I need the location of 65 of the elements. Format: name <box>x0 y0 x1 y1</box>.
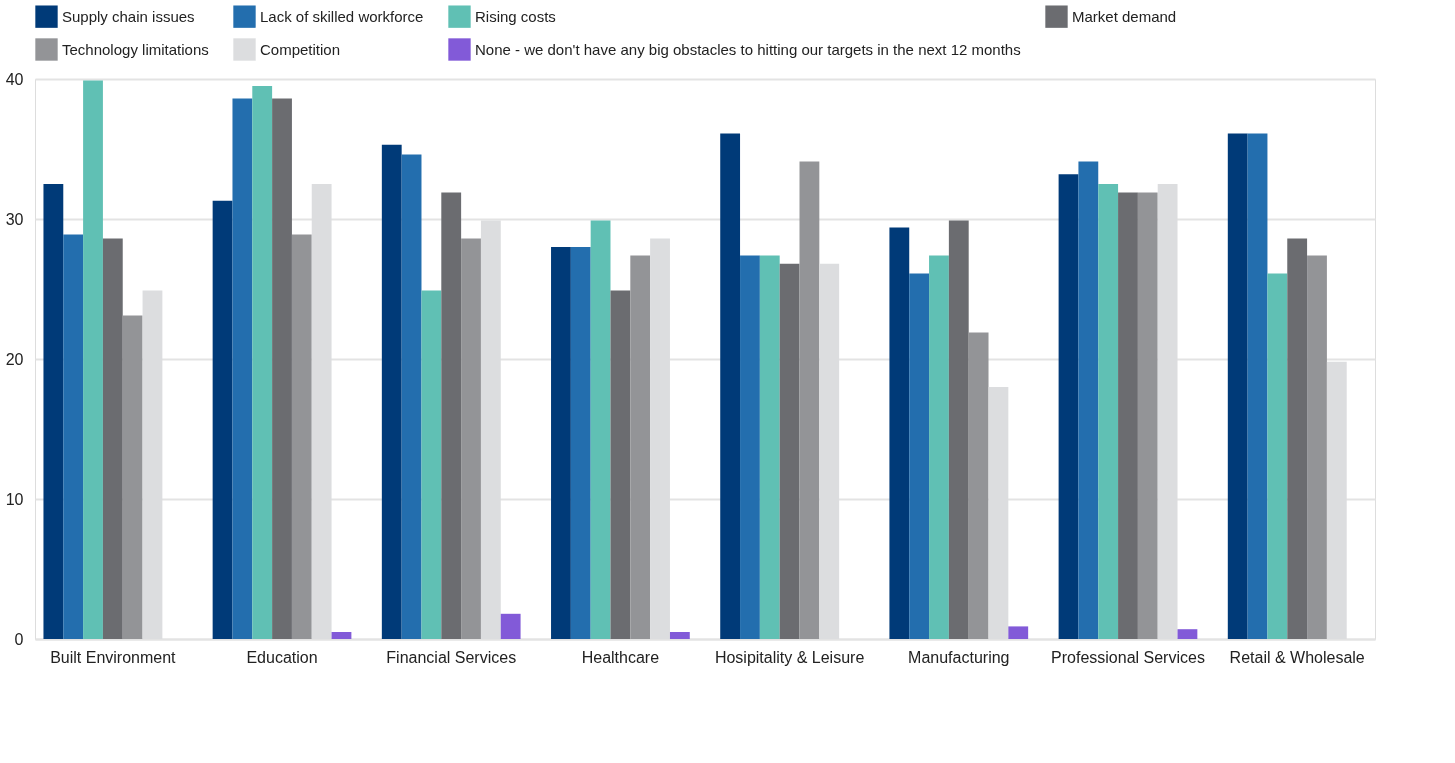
x-tick-label: Education <box>246 648 318 666</box>
legend-label: Technology limitations <box>62 40 209 58</box>
bar <box>929 255 949 639</box>
bar <box>799 161 820 639</box>
bar <box>421 290 442 639</box>
bar <box>381 144 402 639</box>
bar <box>1008 626 1029 639</box>
y-tick-label: 0 <box>14 630 24 648</box>
bar <box>1287 238 1308 639</box>
bar <box>1058 174 1079 639</box>
bar <box>441 192 462 639</box>
x-tick-label: Healthcare <box>581 648 660 666</box>
bar <box>1307 255 1327 639</box>
bar <box>570 247 591 639</box>
bar <box>948 220 969 639</box>
bar <box>551 247 571 639</box>
bar <box>1267 273 1288 639</box>
y-tick-label: 30 <box>5 210 24 228</box>
bar <box>630 255 651 639</box>
bar <box>83 80 103 639</box>
bar <box>1098 184 1119 639</box>
x-tick-label: Financial Services <box>386 648 517 666</box>
bar <box>212 200 233 639</box>
bar <box>63 234 84 639</box>
bar <box>720 133 741 639</box>
bar <box>1078 161 1099 639</box>
x-tick-label: Professional Services <box>1051 648 1205 666</box>
bar <box>232 98 253 639</box>
bar <box>759 255 780 639</box>
bar <box>740 255 760 639</box>
legend-label: None - we don't have any big obstacles to hitting our targets in the next 12 months <box>475 40 1021 58</box>
bar <box>590 220 611 639</box>
bar <box>291 234 312 639</box>
bar <box>461 238 481 639</box>
y-tick-label: 20 <box>5 350 24 368</box>
bar <box>889 227 910 639</box>
bar <box>1227 133 1248 639</box>
bar <box>1137 192 1158 639</box>
bar <box>779 263 800 639</box>
y-tick-label: 10 <box>5 490 24 508</box>
x-tick-label: Hosipitality & Leisure <box>714 648 865 666</box>
x-tick-label: Built Environment <box>50 648 177 666</box>
bar <box>669 632 690 639</box>
legend-label: Supply chain issues <box>62 7 195 25</box>
y-tick-label: 40 <box>5 70 24 88</box>
bar <box>610 290 631 639</box>
legend-label: Market demand <box>1072 7 1177 25</box>
legend-label: Lack of skilled workforce <box>260 7 424 25</box>
bar <box>500 613 521 639</box>
bar <box>1177 629 1198 639</box>
bar <box>909 273 930 639</box>
x-tick-label: Manufacturing <box>908 648 1010 666</box>
bar <box>968 332 989 639</box>
bar <box>43 184 64 639</box>
bar <box>1118 192 1138 639</box>
bar <box>1247 133 1268 639</box>
bar <box>102 238 123 639</box>
x-tick-label: Retail & Wholesale <box>1229 648 1365 666</box>
bar <box>272 98 292 639</box>
bar <box>122 315 143 639</box>
bar <box>331 632 352 639</box>
legend-label: Competition <box>260 40 341 58</box>
bar <box>252 86 273 639</box>
legend-label: Rising costs <box>475 7 556 25</box>
bar <box>401 154 422 639</box>
